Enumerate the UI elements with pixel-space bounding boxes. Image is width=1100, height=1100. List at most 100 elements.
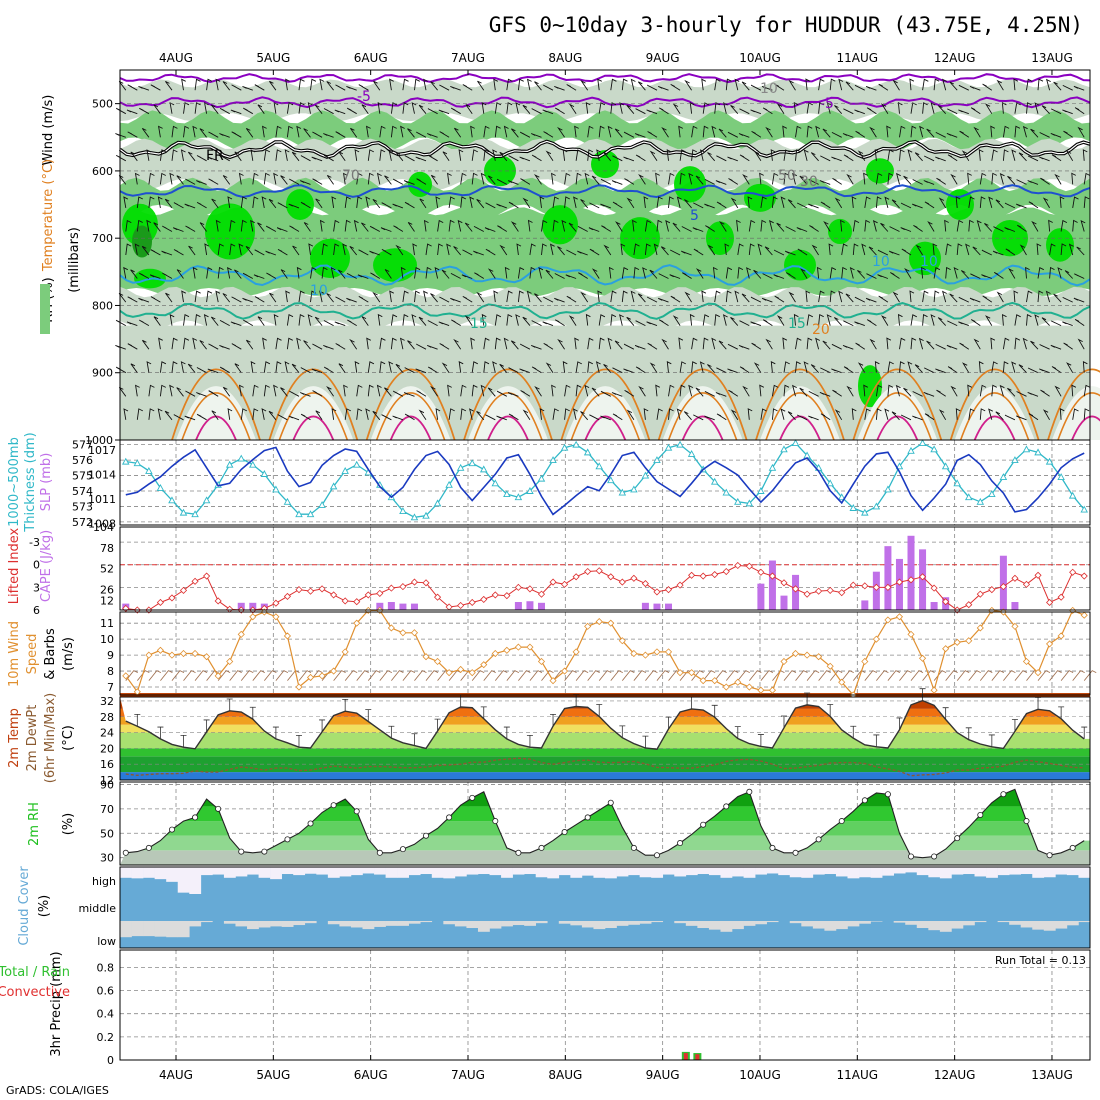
temp-minmax-bar bbox=[134, 713, 141, 727]
wind-barb bbox=[678, 337, 684, 350]
cape-tick-label: 26 bbox=[100, 583, 114, 596]
wind-barb bbox=[496, 390, 508, 397]
wind-barb bbox=[936, 389, 946, 397]
wind-barb bbox=[915, 244, 923, 256]
temp-minmax-bar bbox=[1081, 726, 1088, 739]
wind-speed-point bbox=[561, 667, 569, 675]
wind-barb bbox=[739, 320, 750, 327]
wind-barb bbox=[978, 361, 984, 373]
wind-speed-point bbox=[722, 683, 730, 691]
pressure-tick-label: 700 bbox=[92, 232, 113, 245]
cloud-clear-cell bbox=[905, 867, 918, 873]
wind-barb bbox=[637, 81, 646, 91]
wind-barb bbox=[125, 243, 132, 256]
wind-barb bbox=[476, 410, 485, 421]
cloud-clear-cell bbox=[189, 921, 202, 927]
wind-barb bbox=[418, 316, 427, 326]
cape-bar bbox=[930, 602, 938, 610]
surface-wind-barb bbox=[217, 670, 231, 681]
cloud-clear-cell bbox=[778, 867, 791, 876]
wind-barb bbox=[539, 408, 545, 420]
wind-barb bbox=[818, 102, 824, 114]
wind-barb bbox=[187, 151, 196, 162]
temp-minmax-bar bbox=[319, 719, 326, 732]
wind-barb bbox=[1072, 219, 1078, 232]
wind-barb bbox=[135, 384, 140, 397]
wind-barb bbox=[626, 197, 635, 209]
wind-barb bbox=[551, 172, 556, 185]
wind-barb bbox=[210, 316, 219, 326]
isotherm-30 bbox=[1071, 415, 1100, 441]
wind-barb bbox=[310, 267, 317, 279]
rh-point bbox=[769, 844, 776, 851]
cloud-clear-cell bbox=[1066, 921, 1079, 926]
wind-barb bbox=[395, 151, 404, 162]
wind-speed-point bbox=[861, 657, 869, 666]
rh-point bbox=[538, 844, 545, 851]
temp-minmax-bar bbox=[295, 734, 302, 748]
wind-barb bbox=[543, 84, 554, 91]
cloud-clear-cell bbox=[489, 867, 502, 876]
wind-barb bbox=[838, 290, 844, 303]
wind-barb bbox=[333, 243, 340, 256]
cloud-clear-cell bbox=[581, 867, 594, 876]
wind-barb bbox=[506, 314, 513, 326]
wind-barb bbox=[806, 314, 814, 326]
wind-barb bbox=[277, 414, 288, 421]
wind-barb bbox=[517, 267, 525, 279]
temp-minmax-bar bbox=[734, 726, 741, 739]
wind-barb bbox=[903, 175, 912, 185]
temp-minmax-bar bbox=[942, 707, 949, 720]
wind-speed-point bbox=[549, 677, 557, 685]
wind-barb bbox=[995, 411, 1004, 421]
wind-barb bbox=[913, 224, 923, 232]
wind-barb bbox=[153, 222, 161, 232]
li-point bbox=[1022, 580, 1031, 588]
wind-barb bbox=[416, 343, 427, 350]
cape-bar bbox=[884, 546, 892, 610]
wind-barb bbox=[499, 244, 508, 256]
cloud-clear-cell bbox=[1066, 867, 1079, 876]
wind-barb bbox=[607, 337, 613, 350]
temp-color-band bbox=[120, 748, 1090, 757]
wind-barb bbox=[598, 125, 605, 138]
wind-barb bbox=[644, 219, 652, 232]
wind-barb bbox=[400, 125, 405, 138]
wind-barb bbox=[240, 196, 248, 208]
wind-barb bbox=[181, 290, 187, 303]
wind-barb bbox=[1007, 175, 1016, 185]
wind-barb bbox=[910, 314, 918, 326]
wind-barb bbox=[465, 104, 473, 114]
isotherm-20 bbox=[365, 368, 456, 441]
wind-barb bbox=[275, 149, 282, 161]
contour-label: 10 bbox=[872, 254, 890, 270]
wind-barb bbox=[803, 149, 809, 161]
wind-barb bbox=[923, 180, 935, 185]
temp-minmax-bar bbox=[988, 734, 995, 747]
thickness-point bbox=[249, 460, 257, 468]
cape-bar bbox=[410, 603, 418, 610]
thickness-point bbox=[676, 440, 684, 448]
wind-barb bbox=[718, 128, 727, 138]
rh-point bbox=[561, 829, 568, 836]
wind-barb bbox=[701, 290, 707, 303]
axis-label-millibars: (millibars) bbox=[67, 227, 82, 293]
cloud-clear-cell bbox=[535, 867, 548, 878]
wind-speed-point bbox=[272, 613, 280, 621]
wind-barb bbox=[623, 156, 635, 162]
wind-barb bbox=[736, 219, 741, 232]
contour-label: 10 bbox=[760, 81, 778, 97]
temp-color-band bbox=[120, 732, 1090, 749]
wind-barb bbox=[597, 290, 603, 303]
surface-wind-barb bbox=[702, 670, 716, 681]
wind-barb bbox=[832, 389, 842, 397]
wind-barb bbox=[414, 267, 421, 279]
li-point bbox=[711, 570, 719, 579]
cloud-clear-cell bbox=[177, 921, 190, 938]
wind-barb bbox=[760, 196, 767, 208]
wind-barb bbox=[626, 104, 635, 114]
thickness-tick-label: 575 bbox=[72, 470, 93, 483]
cloud-clear-cell bbox=[489, 921, 502, 929]
wind-barb bbox=[377, 313, 383, 326]
wind-barb bbox=[874, 149, 880, 161]
